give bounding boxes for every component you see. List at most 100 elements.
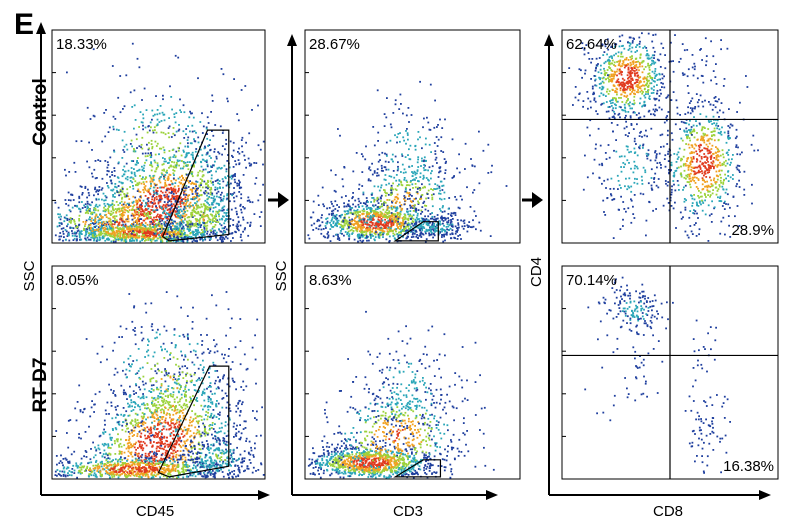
- event-dot: [72, 227, 75, 230]
- event-dot: [137, 395, 140, 398]
- event-dot: [102, 224, 105, 226]
- event-dot: [194, 218, 197, 220]
- event-dot: [95, 461, 97, 463]
- event-dot: [195, 204, 197, 207]
- event-dot: [152, 453, 155, 455]
- event-dot: [153, 197, 156, 199]
- event-dot: [121, 197, 123, 200]
- event-dot: [99, 452, 102, 454]
- event-dot: [157, 417, 159, 419]
- event-dot: [181, 186, 184, 189]
- event-dot: [128, 441, 131, 444]
- event-dot: [168, 161, 170, 164]
- event-dot: [180, 234, 183, 237]
- event-dot: [174, 464, 176, 467]
- event-dot: [251, 346, 254, 349]
- event-dot: [89, 210, 91, 212]
- event-dot: [191, 156, 194, 158]
- event-dot: [155, 209, 158, 211]
- event-dot: [151, 223, 154, 226]
- event-dot: [63, 470, 66, 473]
- event-dot: [165, 203, 168, 206]
- event-dot: [127, 235, 130, 238]
- event-dot: [73, 472, 76, 474]
- event-dot: [95, 198, 98, 201]
- event-dot: [221, 238, 224, 241]
- event-dot: [91, 233, 94, 236]
- event-dot: [142, 176, 144, 179]
- event-dot: [93, 168, 96, 171]
- event-dot: [110, 227, 113, 230]
- event-dot: [235, 163, 238, 166]
- event-dot: [121, 210, 124, 212]
- event-dot: [184, 386, 187, 388]
- event-dot: [249, 224, 252, 226]
- event-dot: [188, 181, 190, 184]
- event-dot: [174, 155, 177, 158]
- event-dot: [164, 215, 167, 218]
- event-dot: [99, 213, 101, 216]
- plot-frame: [51, 29, 266, 244]
- event-dot: [206, 418, 209, 421]
- event-dot: [126, 460, 128, 462]
- event-dot: [75, 140, 78, 143]
- event-dot: [107, 239, 110, 241]
- event-dot: [100, 217, 103, 219]
- event-dot: [163, 425, 166, 428]
- event-dot: [144, 222, 147, 224]
- event-dot: [165, 235, 168, 238]
- event-dot: [180, 446, 183, 449]
- event-dot: [145, 203, 148, 206]
- event-dot: [78, 224, 80, 227]
- event-dot: [203, 399, 206, 402]
- event-dot: [191, 216, 194, 218]
- event-dot: [200, 419, 203, 421]
- event-dot: [173, 205, 176, 207]
- event-dot: [177, 454, 180, 457]
- event-dot: [208, 144, 211, 146]
- event-dot: [162, 131, 165, 134]
- event-dot: [163, 201, 166, 203]
- event-dot: [127, 405, 130, 408]
- event-dot: [191, 175, 194, 178]
- event-dot: [182, 167, 184, 170]
- event-dot: [189, 161, 191, 163]
- event-dot: [175, 196, 178, 199]
- event-dot: [153, 221, 156, 223]
- event-dot: [127, 228, 129, 231]
- event-dot: [107, 164, 110, 166]
- event-dot: [59, 232, 62, 234]
- event-dot: [208, 239, 211, 241]
- event-dot: [107, 210, 110, 212]
- event-dot: [69, 217, 72, 219]
- arrowhead-icon: [486, 490, 498, 500]
- event-dot: [55, 455, 58, 457]
- event-dot: [56, 225, 59, 228]
- event-dot: [207, 236, 210, 239]
- event-dot: [211, 202, 213, 204]
- event-dot: [156, 436, 158, 438]
- event-dot: [143, 462, 146, 465]
- event-dot: [169, 237, 172, 240]
- event-dot: [183, 212, 186, 215]
- event-dot: [120, 413, 123, 416]
- event-dot: [182, 149, 185, 152]
- event-dot: [239, 411, 242, 413]
- event-dot: [186, 465, 188, 468]
- event-dot: [153, 420, 156, 422]
- event-dot: [132, 239, 135, 242]
- event-dot: [67, 446, 70, 449]
- event-dot: [160, 443, 162, 445]
- event-dot: [146, 464, 149, 466]
- event-dot: [58, 224, 61, 227]
- event-dot: [84, 234, 87, 237]
- event-dot: [174, 200, 177, 203]
- event-dot: [180, 237, 183, 239]
- event-dot: [197, 422, 200, 425]
- event-dot: [127, 220, 130, 223]
- event-dot: [181, 183, 184, 186]
- event-dot: [164, 213, 167, 216]
- event-dot: [222, 208, 225, 211]
- event-dot: [256, 410, 258, 413]
- event-dot: [163, 151, 166, 154]
